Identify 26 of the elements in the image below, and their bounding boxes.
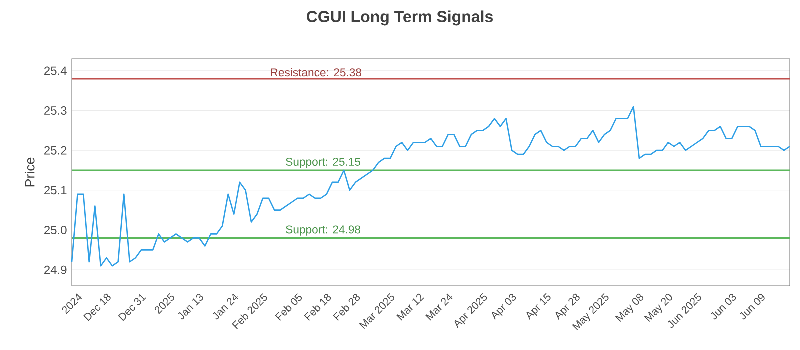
x-tick-label: Jun 03 — [711, 294, 736, 320]
x-tick-label: Apr 03 — [492, 294, 516, 320]
x-tick-label: Feb 28 — [333, 294, 360, 321]
x-tick-label: Jan 24 — [213, 294, 238, 320]
x-tick-label: Apr 28 — [556, 294, 580, 320]
x-tick-label: Dec 18 — [84, 294, 111, 322]
y-tick-label: 25.2 — [44, 146, 67, 155]
x-tick-label: Feb 18 — [304, 294, 332, 321]
y-tick-label: 25.1 — [44, 186, 67, 195]
x-tick-label: Feb 05 — [275, 294, 302, 321]
y-tick-label: 25.3 — [44, 106, 67, 116]
x-tick-label: Jun 09 — [740, 294, 765, 320]
ref-line-label: Support: 25.15 — [286, 158, 361, 168]
x-tick-label: Dec 31 — [118, 294, 146, 322]
y-tick-label: 25.0 — [44, 226, 67, 234]
x-tick-label: Jan 13 — [178, 294, 204, 320]
x-tick-label: Apr 15 — [526, 293, 551, 320]
chart-title: CGUI Long Term Signals — [307, 10, 493, 26]
x-tick-label: Mar 12 — [396, 294, 424, 321]
ref-line-label: Support: 24.98 — [286, 226, 361, 236]
y-tick-label: 24.9 — [44, 266, 67, 274]
ref-line-label: Resistance: 25.38 — [271, 68, 362, 77]
y-tick-label: 25.4 — [44, 66, 67, 76]
x-tick-label: May 08 — [615, 294, 644, 322]
y-axis-title: Price — [24, 158, 35, 187]
x-tick-label: Mar 24 — [426, 294, 453, 321]
